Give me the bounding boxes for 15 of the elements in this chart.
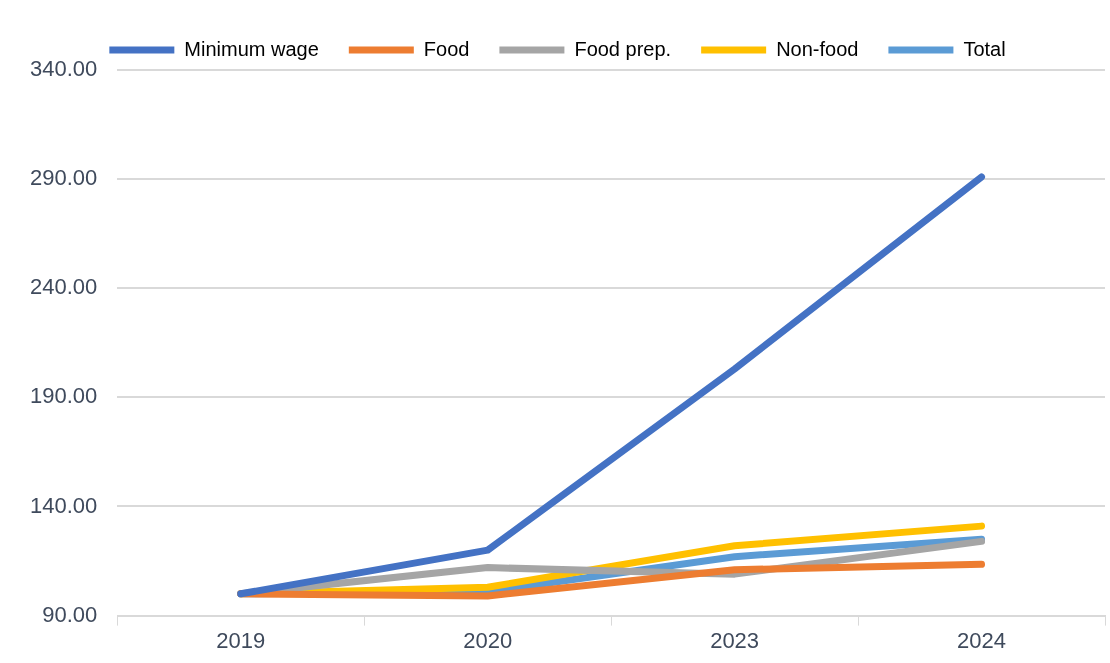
legend-label: Food xyxy=(423,37,470,60)
x-tick-label: 2023 xyxy=(710,627,760,653)
legend-label: Minimum wage xyxy=(184,37,319,60)
y-tick-label: 340.00 xyxy=(29,56,98,82)
legend-label: Non-food xyxy=(776,37,859,60)
y-tick-label: 140.00 xyxy=(29,492,98,518)
legend-label: Food prep. xyxy=(574,37,672,60)
x-tick-label: 2020 xyxy=(463,627,513,653)
y-tick-label: 190.00 xyxy=(29,383,98,409)
x-tick-label: 2019 xyxy=(216,627,266,653)
y-tick-label: 90.00 xyxy=(42,601,98,627)
y-tick-label: 240.00 xyxy=(29,274,98,300)
x-tick-label: 2024 xyxy=(957,627,1007,653)
legend-label: Total xyxy=(963,37,1006,60)
y-tick-label: 290.00 xyxy=(29,165,98,191)
